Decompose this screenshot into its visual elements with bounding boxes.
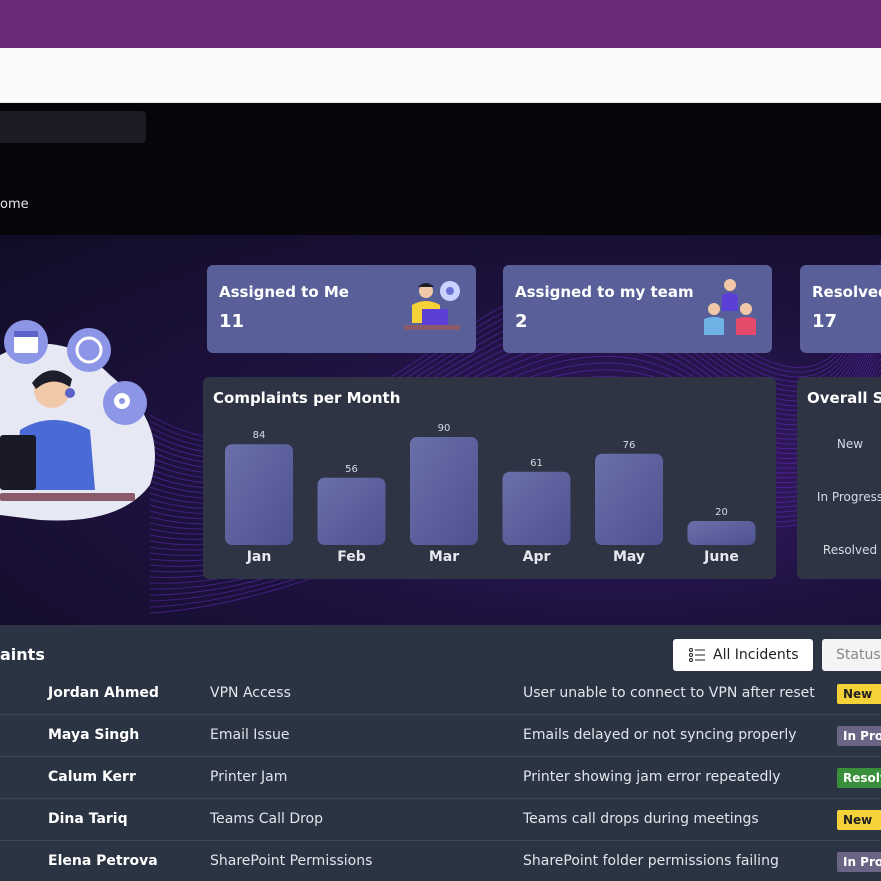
stat-card-assigned-to-team[interactable]: Assigned to my team 2 (503, 265, 772, 353)
search-input[interactable] (0, 111, 146, 143)
person-laptop-illustration (404, 281, 460, 330)
category-label: Mar (429, 549, 459, 565)
complaint-category: Printer Jam (210, 769, 288, 785)
complaint-category: VPN Access (210, 685, 291, 701)
status-badge: In Prog (837, 852, 881, 872)
bar-feb[interactable] (317, 477, 386, 545)
complaint-description: SharePoint folder permissions failing (523, 853, 779, 869)
list-title: aints (0, 645, 45, 664)
status-badge: In Prog (837, 726, 881, 746)
complaint-category: SharePoint Permissions (210, 853, 373, 869)
stat-label: Assigned to Me (219, 283, 349, 301)
complainant-name: Jordan Ahmed (48, 685, 159, 701)
toolbar (0, 48, 881, 103)
overall-title: Overall St (807, 389, 881, 407)
data-label: 61 (530, 458, 543, 469)
data-label: 90 (438, 423, 451, 434)
complainant-name: Elena Petrova (48, 853, 158, 869)
page-header (0, 103, 881, 235)
complaint-description: Emails delayed or not syncing properly (523, 727, 797, 743)
table-row[interactable]: Calum Kerr Printer Jam Printer showing jam… (0, 757, 881, 799)
complaint-description: User unable to connect to VPN after rese… (523, 685, 815, 701)
all-incidents-label: All Incidents (713, 647, 799, 663)
category-label: Feb (337, 549, 366, 565)
table-row[interactable]: Jordan Ahmed VPN Access User unable to con… (0, 673, 881, 715)
data-label: 20 (715, 507, 728, 518)
status-badge: Resolv (837, 768, 881, 788)
bar-mar[interactable] (410, 437, 478, 545)
stat-value: 17 (812, 311, 838, 332)
table-row[interactable]: Elena Petrova SharePoint Permissions Share… (0, 841, 881, 881)
stat-value: 11 (219, 311, 245, 332)
status-filter-dropdown[interactable]: Status (822, 639, 881, 671)
status-label-in-progress: In Progress (816, 490, 881, 504)
data-label: 76 (623, 440, 636, 451)
team-illustration (704, 279, 756, 335)
status-badge: New (837, 810, 881, 830)
target-icon (75, 336, 103, 364)
complaint-description: Teams call drops during meetings (523, 811, 759, 827)
chart-title: Complaints per Month (213, 389, 401, 407)
all-incidents-button[interactable]: All Incidents (673, 639, 813, 671)
complainant-name: Maya Singh (48, 727, 140, 743)
complaints-list: aints All Incidents Status Jordan Ahmed V… (0, 625, 881, 881)
stat-card-resolved[interactable]: Resolved 17 (800, 265, 881, 353)
bar-june[interactable] (687, 521, 756, 545)
status-label-new: New (836, 437, 864, 451)
status-label-resolved: Resolved (822, 543, 878, 557)
stat-label: Assigned to my team (515, 283, 694, 301)
overall-status-card: Overall St New In Progress Resolved (797, 377, 881, 579)
complaint-category: Teams Call Drop (210, 811, 324, 827)
top-app-bar (0, 0, 881, 48)
category-label: Apr (523, 549, 551, 565)
data-label: 56 (345, 464, 358, 475)
breadcrumb[interactable]: ome (0, 197, 29, 212)
bar-jan[interactable] (225, 444, 293, 545)
table-row[interactable]: Maya Singh Email Issue Emails delayed or n… (0, 715, 881, 757)
category-label: Jan (246, 549, 272, 565)
stat-label: Resolved (812, 283, 881, 301)
complainant-name: Dina Tariq (48, 811, 128, 827)
stat-value: 2 (515, 311, 528, 332)
table-row[interactable]: Dina Tariq Teams Call Drop Teams call drop… (0, 799, 881, 841)
complaints-chart-card: Complaints per Month 84 Jan 56 Feb 90 Mar 61 Ap… (203, 377, 776, 579)
complaint-description: Printer showing jam error repeatedly (523, 769, 781, 785)
category-label: June (703, 549, 739, 565)
dashboard-hero: Assigned to Me 11 Assigned to my team 2 … (0, 235, 881, 625)
status-filter-label: Status (836, 647, 881, 663)
data-label: 84 (253, 430, 266, 441)
category-label: May (613, 549, 645, 565)
support-agent-illustration (0, 320, 155, 521)
bar-chart: 84 Jan 56 Feb 90 Mar 61 Apr 76 May 20 June (225, 423, 756, 565)
list-icon (689, 648, 705, 662)
complainant-name: Calum Kerr (48, 769, 136, 785)
stat-card-assigned-to-me[interactable]: Assigned to Me 11 (207, 265, 476, 353)
bar-may[interactable] (595, 453, 663, 545)
bar-apr[interactable] (502, 471, 571, 545)
status-badge: New (837, 684, 881, 704)
complaint-category: Email Issue (210, 727, 290, 743)
